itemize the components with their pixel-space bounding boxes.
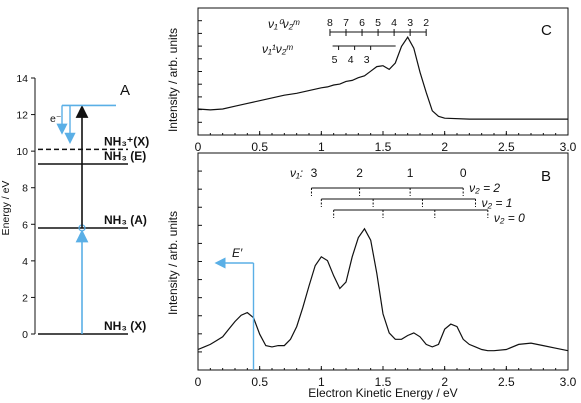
- panel-b-progressions: ν₁: 3 2 1 0ν₂ = 2ν₂ = 1ν₂ = 0: [290, 166, 525, 225]
- x-tick-label: 0: [195, 375, 202, 389]
- panel-a-tick-label: 2: [22, 292, 28, 304]
- panel-a-tick-label: 4: [22, 256, 28, 268]
- panel-a-tick-label: 8: [22, 183, 28, 195]
- v1-number: 3: [311, 166, 318, 180]
- panel-a-ylabel: Energy / eV: [0, 181, 12, 236]
- panel-b-y-ticks: [198, 152, 202, 371]
- x-tick-label: 2: [441, 375, 448, 389]
- panel-a: A Energy / eV 0 2 4 6 8 10 12 14 NH₃ (X) NH₃ (A)…: [0, 73, 149, 341]
- panel-a-tick-label: 12: [16, 110, 28, 122]
- panel-a-levels: NH₃ (X) NH₃ (A) NH₃ (E)NH₃⁺(X): [38, 134, 149, 335]
- energy-marker-label: E′: [232, 246, 243, 260]
- x-tick-label: 2.5: [498, 375, 515, 389]
- panel-c-x-ticks: 0 0.5 1 1.5 2 2.5 3.0: [195, 131, 577, 154]
- progression-number: 8: [327, 17, 333, 29]
- panel-a-tick-label: 0: [22, 329, 28, 341]
- energy-level-label: NH₃ (E): [104, 149, 146, 163]
- progression-number: 6: [359, 17, 365, 29]
- progression-label: ν₁⁰ν₂ᵐ: [268, 17, 300, 31]
- progression-number: 4: [391, 17, 397, 29]
- panel-b-xlabel: Electron Kinetic Energy / eV: [308, 386, 457, 400]
- panel-a-tick-label: 6: [22, 219, 28, 231]
- progression-number: 4: [348, 54, 354, 66]
- panel-c-series-line: [197, 36, 568, 120]
- x-tick-label: 1: [318, 140, 325, 154]
- panel-b-letter: B: [541, 168, 551, 185]
- energy-level-label: NH₃ (X): [104, 319, 146, 333]
- energy-level-label: NH₃ (A): [104, 213, 147, 227]
- panel-b-x-ticks: 0 0.5 1 1.5 2 2.5 3.0: [195, 366, 577, 389]
- panel-a-arrows: e⁻: [50, 104, 116, 334]
- panel-c-ylabel: Intensity / arb. units: [166, 28, 180, 132]
- panel-b-energy-marker: E′: [214, 246, 255, 370]
- panel-c-letter: C: [541, 22, 552, 39]
- energy-level-label: NH₃⁺(X): [104, 134, 149, 148]
- progression-label: ν₁¹ν₂ᵐ: [262, 42, 293, 56]
- x-tick-label: 2.5: [498, 140, 515, 154]
- panel-c-frame: [197, 7, 569, 136]
- x-tick-label: 3.0: [560, 375, 577, 389]
- x-tick-label: 1.5: [375, 140, 392, 154]
- progression-label: ν₂ = 1: [482, 196, 513, 210]
- progression-label: ν₂ = 0: [494, 211, 525, 225]
- progression-number: 2: [423, 17, 429, 29]
- progression-number: 5: [332, 54, 338, 66]
- panel-c: C Intensity / arb. units 0 0.5 1 1.5 2 2.5 3.0…: [166, 7, 577, 154]
- x-tick-label: 0.5: [251, 375, 268, 389]
- progression-number: 3: [364, 54, 370, 66]
- panel-a-ticks: 0 2 4 6 8 10 12 14: [16, 73, 35, 341]
- electron-label: e⁻: [50, 113, 62, 125]
- panel-a-tick-label: 10: [16, 146, 28, 158]
- panel-a-letter: A: [120, 82, 130, 99]
- progression-number: 7: [343, 17, 349, 29]
- x-tick-label: 3.0: [560, 140, 577, 154]
- v1-number: 0: [460, 166, 467, 180]
- x-tick-label: 0: [195, 140, 202, 154]
- x-tick-label: 1.5: [375, 375, 392, 389]
- x-tick-label: 1: [318, 375, 325, 389]
- panel-c-y-ticks: [198, 7, 202, 136]
- v1-number: 1: [407, 166, 414, 180]
- panel-b: B Intensity / arb. units 0 0.5 1 1.5 2 2.5 3.0…: [166, 152, 577, 400]
- panel-b-ylabel: Intensity / arb. units: [166, 211, 180, 315]
- x-tick-label: 2: [441, 140, 448, 154]
- x-tick-label: 0.5: [251, 140, 268, 154]
- v1-label: ν₁:: [290, 166, 303, 180]
- panel-a-tick-label: 14: [16, 73, 28, 85]
- progression-label: ν₂ = 2: [469, 181, 500, 195]
- progression-number: 3: [407, 17, 413, 29]
- progression-number: 5: [375, 17, 381, 29]
- v1-number: 2: [356, 166, 363, 180]
